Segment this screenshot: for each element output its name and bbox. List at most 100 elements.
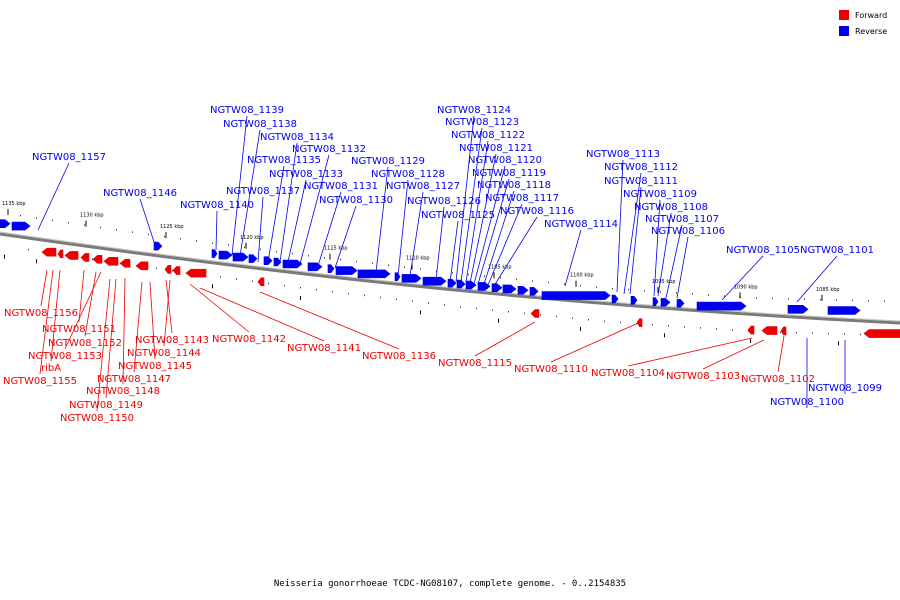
reverse-gene-label[interactable]: NGTW08_1146 [103,188,177,199]
reverse-gene-arrow[interactable] [529,287,539,296]
reverse-gene-label[interactable]: NGTW08_1132 [292,144,366,155]
reverse-gene-arrow[interactable] [218,250,233,260]
forward-gene-label[interactable]: NGTW08_1155 [3,376,77,387]
forward-gene-label[interactable]: NGTW08_1144 [127,348,201,359]
forward-gene-arrow[interactable] [185,268,207,278]
forward-gene-arrow[interactable] [80,253,90,262]
reverse-gene-label[interactable]: NGTW08_1123 [445,117,519,128]
forward-gene-label[interactable]: NGTW08_1110 [514,364,588,375]
reverse-gene-arrow[interactable] [401,274,422,283]
reverse-gene-label[interactable]: NGTW08_1117 [485,193,559,204]
reverse-gene-label[interactable]: NGTW08_1124 [437,105,511,116]
reverse-gene-arrow[interactable] [456,279,466,289]
reverse-gene-label[interactable]: NGTW08_1128 [371,169,445,180]
forward-gene-arrow[interactable] [530,309,540,318]
reverse-gene-label[interactable]: NGTW08_1106 [651,226,725,237]
forward-gene-arrow[interactable] [863,329,900,338]
reverse-gene-label[interactable]: NGTW08_1121 [459,143,533,154]
reverse-gene-arrow[interactable] [327,264,335,274]
reverse-gene-label[interactable]: NGTW08_1126 [407,196,481,207]
reverse-gene-label[interactable]: NGTW08_1133 [269,169,343,180]
reverse-gene-label[interactable]: NGTW08_1129 [351,156,425,167]
reverse-gene-arrow[interactable] [394,272,401,281]
reverse-gene-label[interactable]: NGTW08_1131 [304,181,378,192]
reverse-gene-arrow[interactable] [652,297,659,306]
reverse-gene-label[interactable]: NGTW08_1120 [468,155,542,166]
reverse-gene-label[interactable]: NGTW08_1101 [800,245,874,256]
reverse-gene-arrow[interactable] [248,254,258,264]
reverse-gene-label[interactable]: NGTW08_1114 [544,219,618,230]
reverse-gene-label[interactable]: NGTW08_1111 [604,176,678,187]
reverse-gene-label[interactable]: NGTW08_1125 [421,210,495,221]
forward-gene-arrow[interactable] [636,318,643,327]
forward-gene-label[interactable]: NGTW08_1142 [212,334,286,345]
reverse-gene-arrow[interactable] [357,269,391,279]
reverse-gene-arrow[interactable] [502,284,517,294]
reverse-gene-label[interactable]: NGTW08_1157 [32,152,106,163]
reverse-gene-arrow[interactable] [491,283,503,292]
reverse-gene-label[interactable]: NGTW08_1122 [451,130,525,141]
reverse-gene-arrow[interactable] [232,252,249,262]
reverse-gene-label[interactable]: NGTW08_1100 [770,397,844,408]
forward-gene-label[interactable]: NGTW08_1148 [86,386,160,397]
reverse-gene-arrow[interactable] [630,295,638,305]
reverse-gene-label[interactable]: NGTW08_1112 [604,162,678,173]
reverse-gene-arrow[interactable] [282,259,303,269]
forward-gene-arrow[interactable] [761,326,778,335]
reverse-gene-label[interactable]: NGTW08_1130 [319,195,393,206]
forward-gene-label[interactable]: NGTW08_1147 [97,374,171,385]
reverse-gene-label[interactable]: NGTW08_1109 [623,189,697,200]
forward-gene-arrow[interactable] [119,259,131,268]
forward-gene-label[interactable]: NGTW08_1102 [741,374,815,385]
reverse-gene-label[interactable]: NGTW08_1134 [260,132,334,143]
reverse-gene-arrow[interactable] [211,249,218,258]
forward-gene-arrow[interactable] [41,247,57,257]
reverse-gene-arrow[interactable] [541,291,611,300]
reverse-gene-arrow[interactable] [0,219,11,229]
reverse-gene-arrow[interactable] [11,221,31,231]
reverse-gene-label[interactable]: NGTW08_1107 [645,214,719,225]
reverse-gene-label[interactable]: NGTW08_1137 [226,186,300,197]
reverse-gene-arrow[interactable] [447,278,457,288]
reverse-gene-label[interactable]: NGTW08_1118 [477,180,551,191]
forward-gene-arrow[interactable] [780,326,787,336]
reverse-gene-arrow[interactable] [676,299,685,308]
forward-gene-arrow[interactable] [103,256,119,266]
reverse-gene-label[interactable]: NGTW08_1113 [586,149,660,160]
forward-gene-arrow[interactable] [747,325,755,335]
forward-gene-arrow[interactable] [257,277,265,287]
reverse-gene-arrow[interactable] [335,266,358,275]
reverse-gene-label[interactable]: NGTW08_1135 [247,155,321,166]
forward-gene-label[interactable]: NGTW08_1136 [362,351,436,362]
reverse-gene-arrow[interactable] [611,294,619,304]
reverse-gene-label[interactable]: NGTW08_1119 [472,168,546,179]
forward-gene-label[interactable]: NGTW08_1149 [69,400,143,411]
reverse-gene-label[interactable]: NGTW08_1138 [223,119,297,130]
forward-gene-label[interactable]: NGTW08_1151 [42,324,116,335]
reverse-gene-arrow[interactable] [465,280,477,290]
reverse-gene-label[interactable]: NGTW08_1127 [386,181,460,192]
forward-gene-arrow[interactable] [164,265,172,274]
forward-gene-arrow[interactable] [64,251,79,260]
forward-gene-label[interactable]: NGTW08_1143 [135,335,209,346]
reverse-gene-arrow[interactable] [517,286,529,295]
reverse-gene-arrow[interactable] [263,256,273,266]
forward-gene-arrow[interactable] [92,255,103,264]
forward-gene-label[interactable]: NGTW08_1141 [287,343,361,354]
forward-gene-label[interactable]: NGTW08_1150 [60,413,134,424]
forward-gene-label[interactable]: NGTW08_1152 [48,338,122,349]
forward-gene-label[interactable]: NGTW08_1145 [118,361,192,372]
reverse-gene-label[interactable]: NGTW08_1139 [210,105,284,116]
reverse-gene-arrow[interactable] [477,282,491,291]
reverse-gene-arrow[interactable] [422,276,447,286]
reverse-gene-label[interactable]: NGTW08_1140 [180,200,254,211]
reverse-gene-arrow[interactable] [827,306,861,315]
forward-gene-arrow[interactable] [57,249,64,259]
reverse-gene-arrow[interactable] [307,262,323,272]
forward-gene-label[interactable]: NGTW08_1153 [28,351,102,362]
forward-gene-label[interactable]: NGTW08_1115 [438,358,512,369]
reverse-gene-arrow[interactable] [273,257,282,267]
reverse-gene-label[interactable]: NGTW08_1116 [500,206,574,217]
forward-gene-label[interactable]: ribA [41,363,61,374]
reverse-gene-label[interactable]: NGTW08_1108 [634,202,708,213]
